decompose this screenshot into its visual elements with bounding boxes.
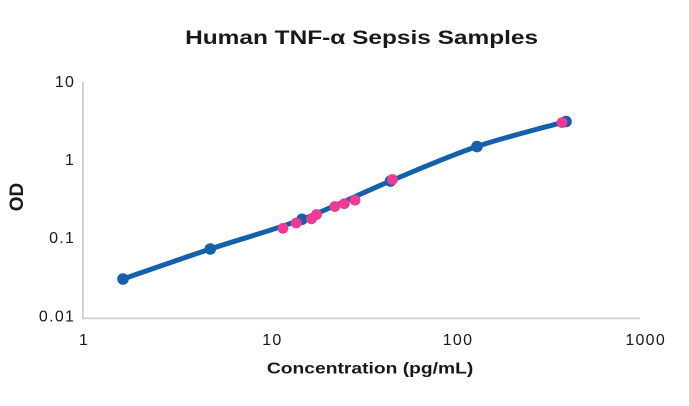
svg-text:0.1: 0.1 [49, 230, 75, 247]
svg-text:0.01: 0.01 [39, 308, 75, 325]
svg-text:OD: OD [7, 183, 28, 212]
svg-text:1000: 1000 [625, 332, 666, 349]
svg-text:10: 10 [55, 74, 75, 91]
svg-text:1: 1 [65, 152, 75, 169]
svg-text:10: 10 [262, 332, 282, 349]
svg-text:Human TNF-α Sepsis Samples: Human TNF-α Sepsis Samples [185, 28, 538, 49]
svg-text:Concentration (pg/mL): Concentration (pg/mL) [267, 361, 474, 378]
svg-text:1: 1 [79, 332, 89, 349]
svg-text:100: 100 [443, 332, 474, 349]
